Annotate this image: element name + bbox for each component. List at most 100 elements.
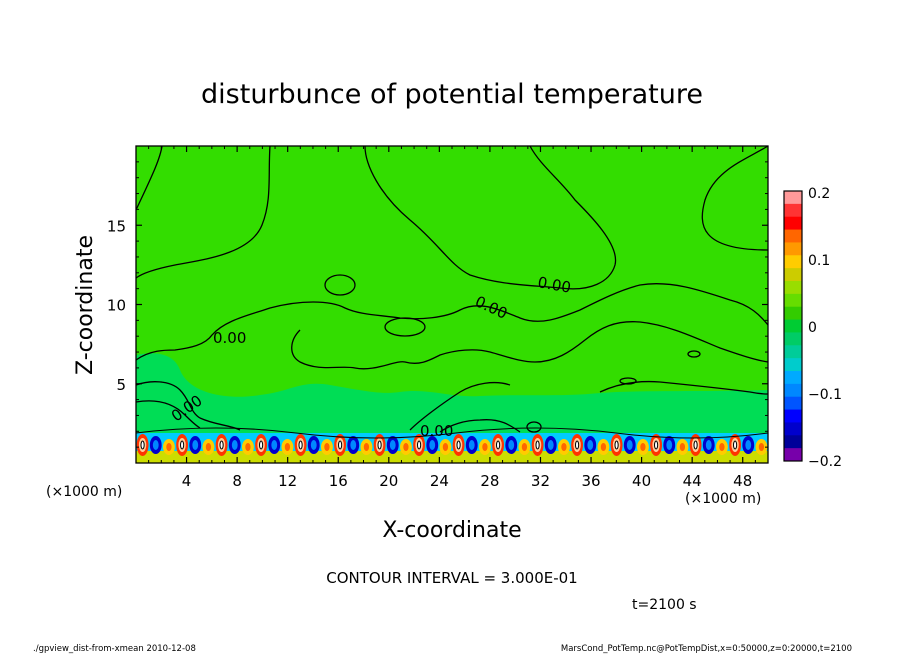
band-cell — [482, 443, 488, 451]
boundary-layer-band — [135, 427, 769, 463]
colorbar-tick-label: −0.1 — [808, 387, 842, 403]
colorbar-swatch — [784, 396, 802, 411]
footer-right: MarsCond_PotTemp.nc@PotTempDist,x=0:5000… — [561, 644, 852, 654]
contour-line — [619, 377, 637, 385]
band-cell — [271, 440, 278, 450]
band-cell — [350, 440, 357, 450]
band-cell — [166, 443, 172, 451]
colorbar — [783, 190, 803, 462]
band-cell — [259, 440, 264, 450]
band-cell — [705, 440, 712, 450]
x-tick-label: 32 — [531, 472, 550, 490]
x-axis-title: X-coordinate — [382, 518, 521, 543]
band-cell — [654, 440, 659, 450]
band-cell — [140, 440, 145, 450]
contour-line — [599, 380, 769, 395]
colorbar-labels: 0.2 0.1 0 −0.1 −0.2 — [808, 186, 842, 470]
contour-label: 0.00 — [420, 422, 453, 440]
y-tick-label: 10 — [107, 297, 126, 315]
x-tick-label: 24 — [430, 472, 449, 490]
contour-line — [135, 400, 201, 429]
contour-lines — [135, 145, 769, 433]
colorbar-swatch — [784, 242, 802, 256]
contour-line — [526, 421, 542, 433]
y-tick-label: 15 — [107, 217, 126, 235]
contour-line — [291, 321, 769, 370]
band-cell — [338, 440, 343, 450]
band-cell — [245, 443, 251, 451]
band-contour — [135, 427, 769, 439]
colorbar-swatch — [784, 191, 802, 205]
contour-label: 0.00 — [536, 273, 572, 297]
band-cell — [535, 440, 540, 450]
contour-line — [364, 145, 617, 290]
contour-line — [409, 381, 511, 431]
colorbar-swatch — [784, 203, 802, 218]
band-cell — [575, 440, 580, 450]
band-cell — [640, 443, 646, 451]
contour-line — [701, 145, 769, 251]
colorbar-swatch — [784, 281, 802, 295]
contour-label: 0.00 — [213, 329, 246, 347]
x-axis: 4 8 12 16 20 24 28 32 36 40 44 48 — [148, 146, 756, 490]
footer-left: ./gpview_dist-from-xmean 2010-12-08 — [33, 644, 196, 654]
band-cell — [192, 440, 199, 450]
band-cell — [666, 440, 673, 450]
band-cell — [219, 440, 224, 450]
x-tick-label: 8 — [232, 472, 242, 490]
band-cell — [719, 443, 725, 451]
band-cell — [600, 443, 607, 451]
y-axis-title: Z-coordinate — [73, 235, 98, 375]
band-cell — [284, 443, 291, 451]
band-cell — [547, 440, 554, 450]
band-cell — [733, 440, 738, 450]
band-cell — [152, 440, 159, 450]
x-tick-label: 16 — [329, 472, 348, 490]
x-tick-label: 48 — [733, 472, 752, 490]
x-tick-label: 20 — [379, 472, 398, 490]
x-unit-label-left: (×1000 m) — [46, 484, 122, 500]
contour-line — [384, 317, 426, 337]
band-cell — [626, 440, 633, 450]
band-cell — [521, 443, 528, 451]
band-cell — [205, 443, 212, 451]
x-tick-label: 12 — [278, 472, 297, 490]
chart-title: disturbunce of potential temperature — [201, 79, 703, 110]
colorbar-swatch — [784, 435, 802, 449]
band-cell — [442, 443, 449, 451]
band-cell — [496, 440, 501, 450]
x-unit-label-right: (×1000 m) — [685, 491, 761, 507]
colorbar-tick-label: 0.2 — [808, 186, 830, 202]
colorbar-swatch — [784, 293, 802, 308]
colorbar-swatch — [784, 255, 802, 269]
colorbar-swatch — [784, 306, 802, 321]
band-cell — [310, 440, 317, 450]
colorbar-tick-label: 0.1 — [808, 253, 830, 269]
contour-line — [135, 145, 271, 279]
band-cell — [614, 440, 619, 450]
colorbar-frame — [783, 190, 803, 462]
contour-line — [439, 419, 521, 433]
band-cell — [324, 443, 330, 451]
band-cell — [679, 443, 686, 451]
band-cell — [468, 440, 475, 450]
colorbar-tick-label: 0 — [808, 320, 817, 336]
band-cell — [745, 440, 752, 450]
colorbar-swatch — [784, 409, 802, 423]
band-cell — [587, 440, 594, 450]
band-cell — [561, 443, 567, 451]
band-cell — [417, 440, 422, 450]
contour-interval-text: CONTOUR INTERVAL = 3.000E-01 — [326, 569, 577, 587]
colorbar-swatch — [784, 345, 802, 359]
colorbar-swatch — [784, 332, 802, 346]
colorbar-swatch — [784, 268, 802, 282]
colorbar-swatch — [784, 422, 802, 436]
contour-line — [687, 350, 701, 358]
contour-line — [135, 381, 241, 431]
colorbar-swatch — [784, 448, 802, 462]
band-cell — [403, 443, 409, 451]
colorbar-swatch — [784, 216, 802, 231]
x-tick-label: 28 — [480, 472, 499, 490]
colorbar-swatch — [784, 383, 802, 398]
x-tick-label: 4 — [182, 472, 192, 490]
